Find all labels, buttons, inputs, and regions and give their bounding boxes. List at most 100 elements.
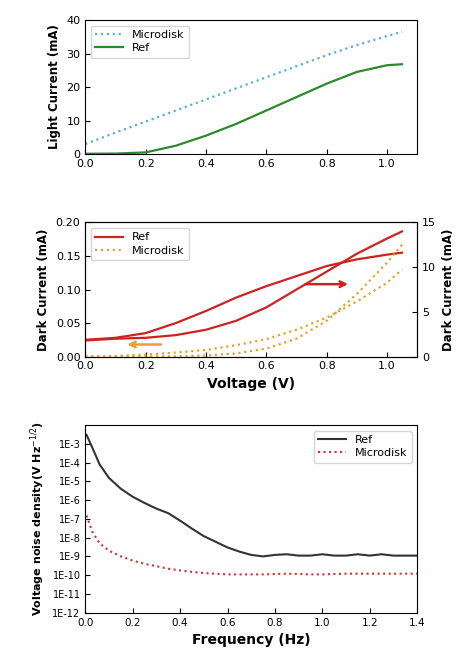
Ref xyxy=(213,537,219,545)
Microdisk xyxy=(354,298,360,306)
Y-axis label: Voltage noise density(V Hz$^{-1/2}$): Voltage noise density(V Hz$^{-1/2}$) xyxy=(28,422,47,616)
Microdisk xyxy=(213,569,219,577)
Ref xyxy=(142,499,147,507)
Microdisk xyxy=(142,560,147,568)
Microdisk xyxy=(284,569,290,577)
Ref xyxy=(233,294,239,302)
Microdisk xyxy=(264,335,269,343)
Microdisk xyxy=(237,570,242,578)
Microdisk xyxy=(165,565,171,573)
Legend: Microdisk, Ref: Microdisk, Ref xyxy=(91,25,189,58)
Ref xyxy=(177,517,183,525)
Microdisk xyxy=(143,118,148,126)
Microdisk xyxy=(225,570,230,578)
Ref xyxy=(233,120,239,128)
Microdisk xyxy=(399,266,405,274)
Line: Microdisk: Microdisk xyxy=(85,270,402,356)
Microdisk xyxy=(379,569,384,577)
Ref xyxy=(130,493,136,501)
Ref xyxy=(82,150,88,158)
Ref xyxy=(143,149,148,157)
Ref xyxy=(399,60,405,68)
Ref xyxy=(118,485,124,493)
Line: Microdisk: Microdisk xyxy=(85,32,402,144)
Microdisk xyxy=(324,314,329,322)
Ref xyxy=(399,248,405,256)
Microdisk xyxy=(203,95,209,103)
Line: Ref: Ref xyxy=(85,252,402,340)
Ref xyxy=(296,551,301,559)
Microdisk xyxy=(203,346,209,354)
Ref xyxy=(324,262,329,270)
Microdisk xyxy=(324,51,329,59)
Microdisk xyxy=(414,569,420,577)
Microdisk xyxy=(384,279,390,287)
Ref xyxy=(237,547,242,555)
Line: Microdisk: Microdisk xyxy=(86,515,417,574)
Legend: Ref, Microdisk: Ref, Microdisk xyxy=(91,228,189,260)
Ref xyxy=(203,132,209,140)
Ref xyxy=(264,107,269,115)
Ref xyxy=(83,431,89,439)
Microdisk xyxy=(113,352,118,360)
Microdisk xyxy=(154,562,159,570)
Microdisk xyxy=(399,28,405,36)
Microdisk xyxy=(402,569,408,577)
Ref xyxy=(90,444,95,452)
Ref xyxy=(173,142,179,150)
Ref xyxy=(319,550,325,558)
Legend: Ref, Microdisk: Ref, Microdisk xyxy=(313,430,411,463)
Line: Ref: Ref xyxy=(86,435,417,556)
Microdisk xyxy=(130,557,136,565)
Microdisk xyxy=(367,569,373,577)
Ref xyxy=(225,543,230,551)
Microdisk xyxy=(391,569,396,577)
Microdisk xyxy=(343,569,349,577)
Microdisk xyxy=(118,552,124,560)
Microdisk xyxy=(308,570,313,578)
Ref xyxy=(308,551,313,559)
Line: Ref: Ref xyxy=(85,64,402,154)
Ref xyxy=(272,551,278,559)
Ref xyxy=(414,551,420,559)
Ref xyxy=(384,250,390,258)
Y-axis label: Dark Current (mA): Dark Current (mA) xyxy=(37,228,50,351)
Ref xyxy=(260,552,266,560)
Microdisk xyxy=(355,569,361,577)
X-axis label: Frequency (Hz): Frequency (Hz) xyxy=(192,633,310,647)
Microdisk xyxy=(173,107,179,115)
Ref xyxy=(355,550,361,558)
Microdisk xyxy=(354,41,360,49)
Ref xyxy=(113,334,118,342)
Ref xyxy=(402,551,408,559)
Ref xyxy=(97,460,102,468)
Microdisk xyxy=(264,73,269,81)
Microdisk xyxy=(296,570,301,578)
Microdisk xyxy=(233,341,239,349)
Ref xyxy=(354,68,360,76)
Ref xyxy=(248,551,254,559)
Ref xyxy=(113,150,118,158)
Ref xyxy=(82,336,88,344)
Ref xyxy=(189,525,195,533)
Microdisk xyxy=(384,32,390,40)
Microdisk xyxy=(248,570,254,578)
Microdisk xyxy=(260,570,266,578)
Microdisk xyxy=(293,326,299,334)
Microdisk xyxy=(189,568,195,576)
Microdisk xyxy=(319,570,325,578)
Microdisk xyxy=(106,547,112,555)
Ref xyxy=(143,329,148,337)
Ref xyxy=(379,550,384,558)
Ref xyxy=(173,319,179,327)
Y-axis label: Light Current (mA): Light Current (mA) xyxy=(48,25,61,149)
Ref xyxy=(331,551,337,559)
Ref xyxy=(106,474,112,482)
Ref xyxy=(284,550,290,558)
Microdisk xyxy=(90,528,95,536)
Microdisk xyxy=(82,352,88,360)
Microdisk xyxy=(83,511,89,519)
Microdisk xyxy=(233,85,239,93)
Ref xyxy=(367,551,373,559)
Ref xyxy=(165,509,171,517)
